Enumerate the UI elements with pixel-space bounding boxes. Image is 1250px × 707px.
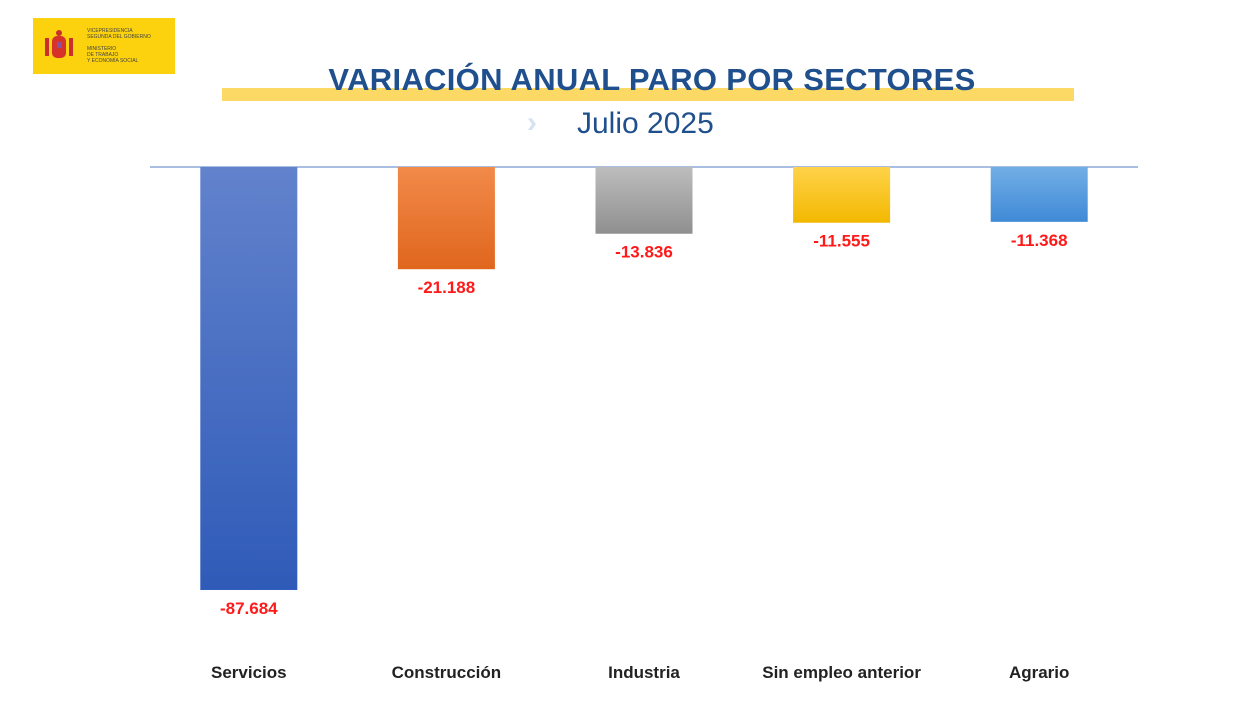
data-label: -21.188 bbox=[418, 278, 476, 297]
logo-text: VICEPRESIDENCIA SEGUNDA DEL GOBIERNO MIN… bbox=[87, 28, 151, 64]
data-label: -11.368 bbox=[1011, 231, 1068, 250]
bar-4 bbox=[990, 167, 1088, 222]
government-logo: VICEPRESIDENCIA SEGUNDA DEL GOBIERNO MIN… bbox=[33, 18, 175, 74]
category-label: Sin empleo anterior bbox=[762, 663, 921, 682]
chevron-right-icon: › bbox=[527, 106, 537, 139]
category-label: Servicios bbox=[211, 663, 287, 682]
title-highlight-bar bbox=[222, 88, 1074, 101]
category-label: Construcción bbox=[392, 663, 502, 682]
bar-0 bbox=[200, 167, 298, 590]
category-label: Industria bbox=[608, 663, 680, 682]
data-label: -87.684 bbox=[220, 599, 278, 618]
bar-3 bbox=[793, 167, 891, 223]
category-label: Agrario bbox=[1009, 663, 1069, 682]
data-label: -11.555 bbox=[813, 232, 870, 251]
data-label: -13.836 bbox=[615, 243, 673, 262]
coat-of-arms-icon bbox=[45, 30, 73, 58]
bar-1 bbox=[397, 167, 495, 270]
bar-2 bbox=[595, 167, 693, 234]
chart-subtitle: Julio 2025 bbox=[577, 107, 714, 140]
chart-title-text: VARIACIÓN ANUAL PARO POR SECTORES bbox=[328, 62, 976, 97]
chart-title: VARIACIÓN ANUAL PARO POR SECTORES bbox=[0, 62, 1250, 98]
